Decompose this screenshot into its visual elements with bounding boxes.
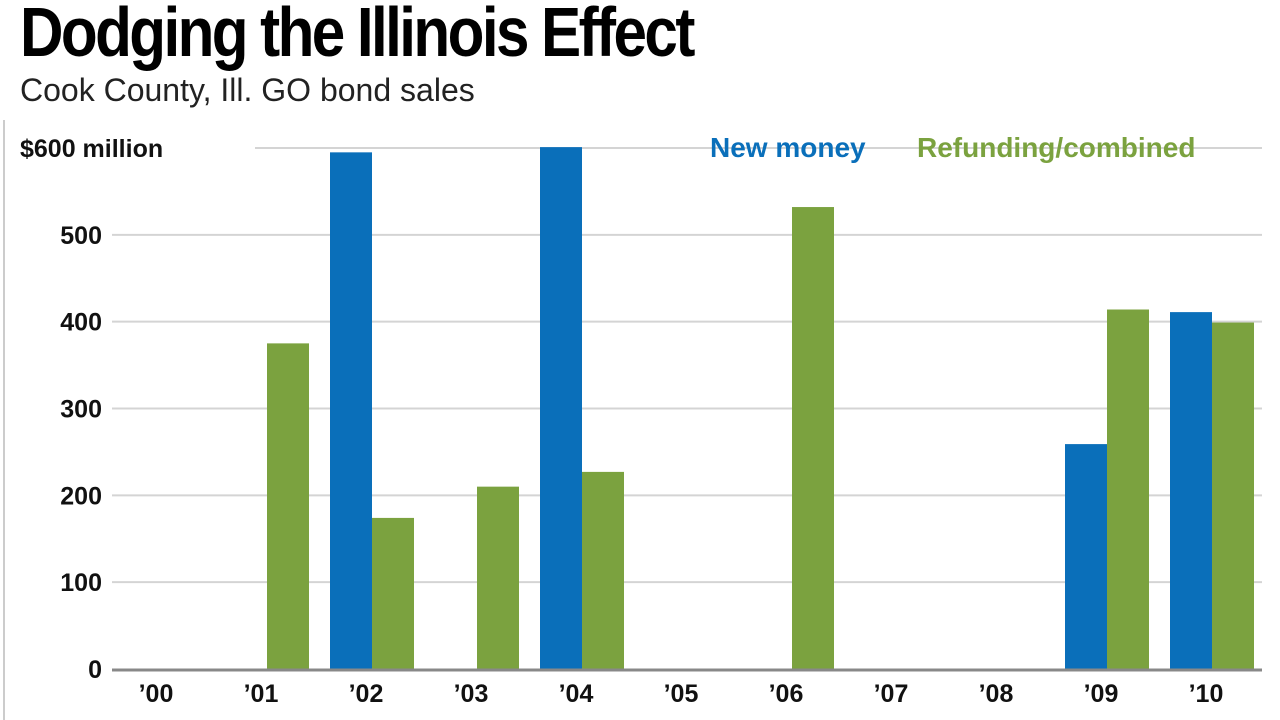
chart-title: Dodging the Illinois Effect (20, 0, 695, 71)
x-tick-label: ’01 (244, 680, 279, 708)
y-tick-label: $600 million (20, 135, 163, 163)
bar-refunding-06 (792, 207, 834, 669)
chart-subtitle: Cook County, Ill. GO bond sales (20, 72, 475, 108)
bar-new-money-04 (540, 147, 582, 670)
x-tick-label: ’03 (454, 680, 489, 708)
y-tick-label: 100 (60, 569, 102, 597)
x-tick-label: ’10 (1189, 680, 1224, 708)
bar-refunding-10 (1212, 322, 1254, 669)
y-tick-label: 400 (60, 309, 102, 337)
y-tick-label: 200 (60, 482, 102, 510)
bar-new-money-10 (1170, 312, 1212, 669)
bar-new-money-09 (1065, 444, 1107, 669)
bar-refunding-04 (582, 471, 624, 669)
y-tick-label: 500 (60, 222, 102, 250)
x-tick-label: ’06 (769, 680, 804, 708)
x-tick-label: ’09 (1084, 680, 1119, 708)
legend-new-money: New money (710, 132, 866, 163)
legend-refunding: Refunding/combined (917, 132, 1195, 163)
x-tick-label: ’07 (874, 680, 909, 708)
y-tick-label: 0 (88, 656, 102, 684)
bar-new-money-02 (330, 152, 372, 669)
y-tick-label: 300 (60, 396, 102, 424)
bar-refunding-03 (477, 486, 519, 669)
x-tick-label: ’04 (559, 680, 594, 708)
x-tick-label: ’08 (979, 680, 1014, 708)
bar-refunding-02 (372, 517, 414, 669)
x-tick-label: ’02 (349, 680, 384, 708)
bar-refunding-01 (267, 343, 309, 669)
x-tick-label: ’05 (664, 680, 699, 708)
x-tick-label: ’00 (139, 680, 174, 708)
frame-border (3, 120, 5, 720)
bar-refunding-09 (1107, 309, 1149, 669)
